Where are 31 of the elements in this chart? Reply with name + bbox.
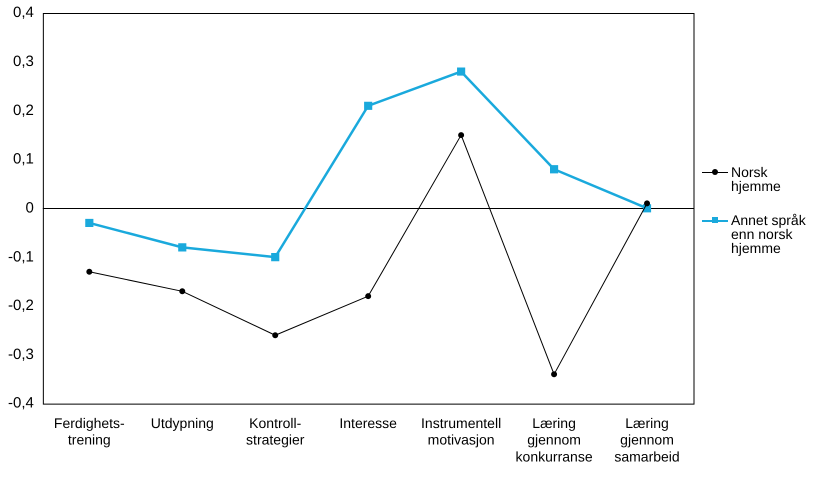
y-tick-label: 0,3 [12, 52, 34, 70]
point [272, 332, 278, 338]
x-tick-label: Instrumentell motivasjon [421, 414, 502, 448]
point [364, 102, 372, 110]
y-tick-label: -0,2 [8, 297, 34, 314]
legend-label: Annet språk enn norsk hjemme [731, 212, 807, 256]
point [86, 268, 92, 275]
point [644, 200, 650, 206]
point [551, 371, 558, 378]
x-tick-label: Utdypning [150, 414, 214, 431]
point [458, 132, 464, 138]
point [271, 253, 280, 262]
x-tick-label: Interesse [339, 414, 398, 431]
point [550, 165, 558, 174]
point [365, 293, 372, 300]
point [178, 243, 186, 252]
y-tick-label: 0,1 [12, 150, 34, 168]
point [85, 218, 94, 228]
x-tick-label: Læring gjennom konkurranse [516, 414, 593, 464]
y-tick-label: -0,1 [8, 248, 34, 266]
x-tick-label: Kontroll- strategier [246, 414, 305, 448]
y-tick-label: 0,2 [12, 102, 34, 119]
y-tick-label: 0 [26, 199, 34, 216]
x-tick-label: Ferdighets- trening [54, 414, 126, 448]
y-tick-label: 0,4 [12, 4, 34, 22]
legend-label: Norsk hjemme [731, 164, 782, 194]
y-tick-label: -0,3 [8, 346, 34, 363]
x-tick-label: Læring gjennom samarbeid [614, 414, 680, 464]
y-tick-label: -0,4 [8, 394, 34, 412]
point [457, 68, 466, 76]
point [179, 288, 186, 294]
